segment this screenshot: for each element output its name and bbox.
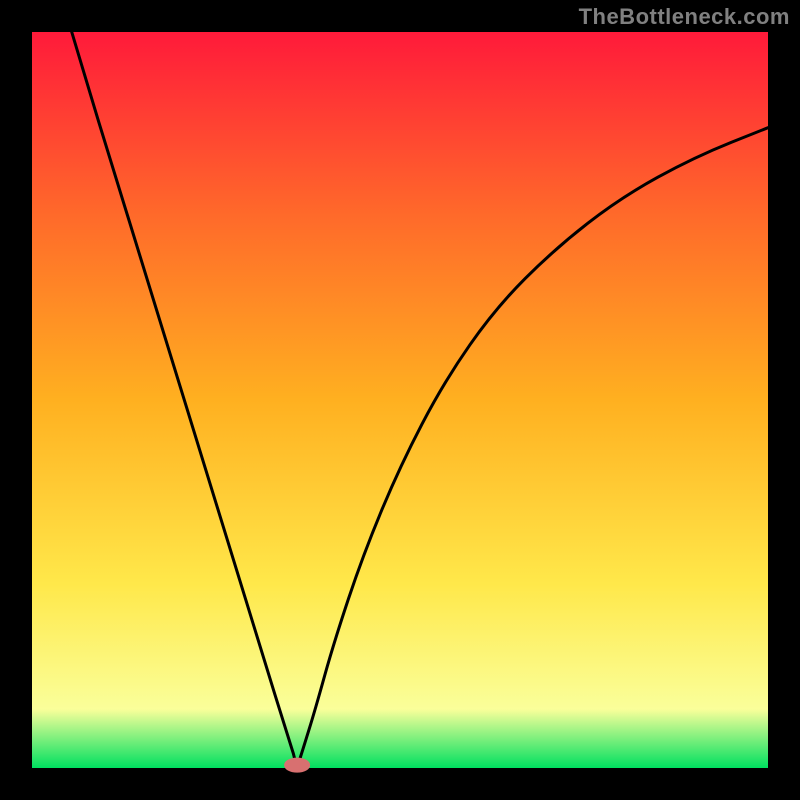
chart-container: TheBottleneck.com	[0, 0, 800, 800]
min-marker	[284, 758, 310, 773]
watermark-text: TheBottleneck.com	[579, 4, 790, 30]
plot-area	[32, 32, 768, 768]
v-curve-path	[72, 32, 768, 768]
curve-svg	[32, 32, 768, 768]
